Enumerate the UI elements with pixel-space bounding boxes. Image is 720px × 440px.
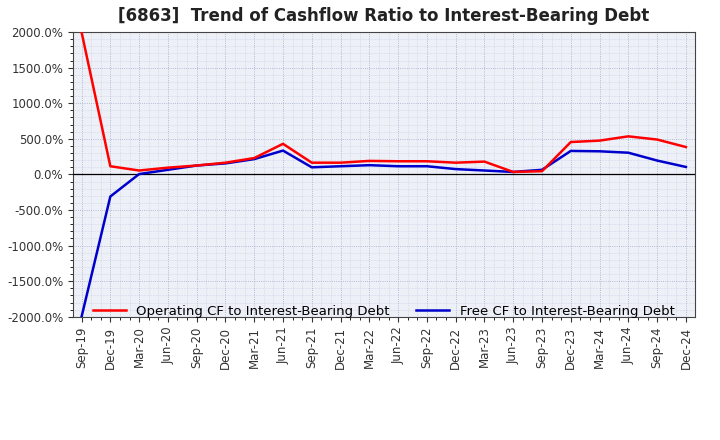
Free CF to Interest-Bearing Debt: [538, 167, 546, 172]
Free CF to Interest-Bearing Debt: [423, 164, 431, 169]
Free CF to Interest-Bearing Debt: [336, 164, 345, 169]
Operating CF to Interest-Bearing Debt: [192, 163, 201, 168]
Legend: Operating CF to Interest-Bearing Debt, Free CF to Interest-Bearing Debt: Operating CF to Interest-Bearing Debt, F…: [86, 298, 681, 324]
Operating CF to Interest-Bearing Debt: [307, 160, 316, 165]
Free CF to Interest-Bearing Debt: [279, 148, 287, 153]
Operating CF to Interest-Bearing Debt: [106, 164, 114, 169]
Operating CF to Interest-Bearing Debt: [682, 144, 690, 150]
Free CF to Interest-Bearing Debt: [480, 168, 489, 173]
Line: Free CF to Interest-Bearing Debt: Free CF to Interest-Bearing Debt: [81, 150, 686, 317]
Operating CF to Interest-Bearing Debt: [279, 141, 287, 147]
Operating CF to Interest-Bearing Debt: [451, 160, 460, 165]
Free CF to Interest-Bearing Debt: [221, 161, 230, 166]
Operating CF to Interest-Bearing Debt: [423, 158, 431, 164]
Operating CF to Interest-Bearing Debt: [250, 155, 258, 161]
Free CF to Interest-Bearing Debt: [394, 164, 402, 169]
Operating CF to Interest-Bearing Debt: [624, 134, 633, 139]
Free CF to Interest-Bearing Debt: [682, 164, 690, 169]
Operating CF to Interest-Bearing Debt: [509, 169, 518, 175]
Free CF to Interest-Bearing Debt: [163, 167, 172, 172]
Operating CF to Interest-Bearing Debt: [365, 158, 374, 164]
Line: Operating CF to Interest-Bearing Debt: Operating CF to Interest-Bearing Debt: [81, 32, 686, 172]
Operating CF to Interest-Bearing Debt: [77, 29, 86, 35]
Operating CF to Interest-Bearing Debt: [595, 138, 604, 143]
Free CF to Interest-Bearing Debt: [451, 166, 460, 172]
Free CF to Interest-Bearing Debt: [307, 165, 316, 170]
Free CF to Interest-Bearing Debt: [595, 149, 604, 154]
Free CF to Interest-Bearing Debt: [567, 148, 575, 154]
Operating CF to Interest-Bearing Debt: [221, 160, 230, 165]
Title: [6863]  Trend of Cashflow Ratio to Interest-Bearing Debt: [6863] Trend of Cashflow Ratio to Intere…: [118, 7, 649, 25]
Operating CF to Interest-Bearing Debt: [336, 160, 345, 165]
Free CF to Interest-Bearing Debt: [77, 314, 86, 319]
Operating CF to Interest-Bearing Debt: [567, 139, 575, 145]
Free CF to Interest-Bearing Debt: [365, 162, 374, 168]
Operating CF to Interest-Bearing Debt: [394, 158, 402, 164]
Operating CF to Interest-Bearing Debt: [480, 159, 489, 164]
Operating CF to Interest-Bearing Debt: [163, 165, 172, 170]
Free CF to Interest-Bearing Debt: [653, 158, 662, 163]
Free CF to Interest-Bearing Debt: [135, 172, 143, 177]
Free CF to Interest-Bearing Debt: [509, 169, 518, 175]
Operating CF to Interest-Bearing Debt: [653, 137, 662, 142]
Free CF to Interest-Bearing Debt: [250, 157, 258, 162]
Free CF to Interest-Bearing Debt: [192, 163, 201, 168]
Operating CF to Interest-Bearing Debt: [135, 168, 143, 173]
Free CF to Interest-Bearing Debt: [106, 194, 114, 199]
Free CF to Interest-Bearing Debt: [624, 150, 633, 155]
Operating CF to Interest-Bearing Debt: [538, 169, 546, 174]
